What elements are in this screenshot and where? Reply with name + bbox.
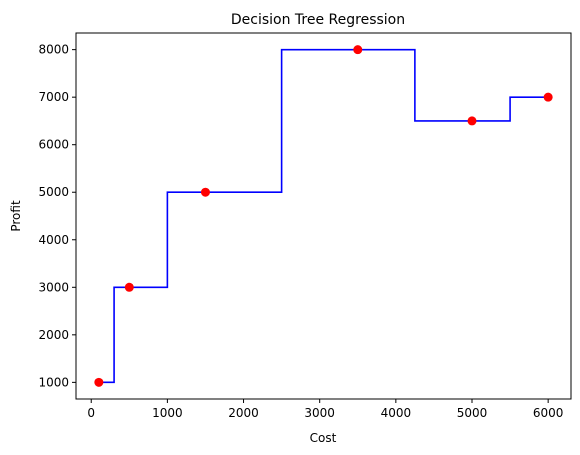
x-tick-label: 5000 [457,406,488,420]
y-tick-label: 4000 [38,233,69,247]
y-tick-label: 5000 [38,185,69,199]
y-axis: 1000 2000 3000 4000 5000 6000 7000 8000 [38,43,76,389]
x-axis: 0 1000 2000 3000 4000 5000 6000 [87,399,563,420]
data-point [124,282,134,292]
x-tick-label: 3000 [304,406,335,420]
x-tick-label: 1000 [152,406,183,420]
data-point [467,116,477,126]
data-point [353,45,363,55]
data-point [200,187,210,197]
data-point [94,377,104,387]
y-tick-label: 2000 [38,328,69,342]
series-layer [94,45,553,387]
y-tick-label: 7000 [38,90,69,104]
y-axis-title: Profit [9,200,23,232]
y-tick-label: 1000 [38,375,69,389]
chart-title: Decision Tree Regression [231,12,405,28]
y-tick-label: 8000 [38,43,69,57]
regression-step-line [98,48,549,384]
x-tick-label: 0 [87,406,95,420]
y-tick-label: 3000 [38,280,69,294]
x-tick-label: 6000 [533,406,564,420]
plot-frame [75,32,572,400]
y-tick-label: 6000 [38,138,69,152]
x-tick-label: 4000 [381,406,412,420]
x-tick-label: 2000 [228,406,259,420]
x-axis-title: Cost [310,431,337,445]
data-point [543,92,553,102]
